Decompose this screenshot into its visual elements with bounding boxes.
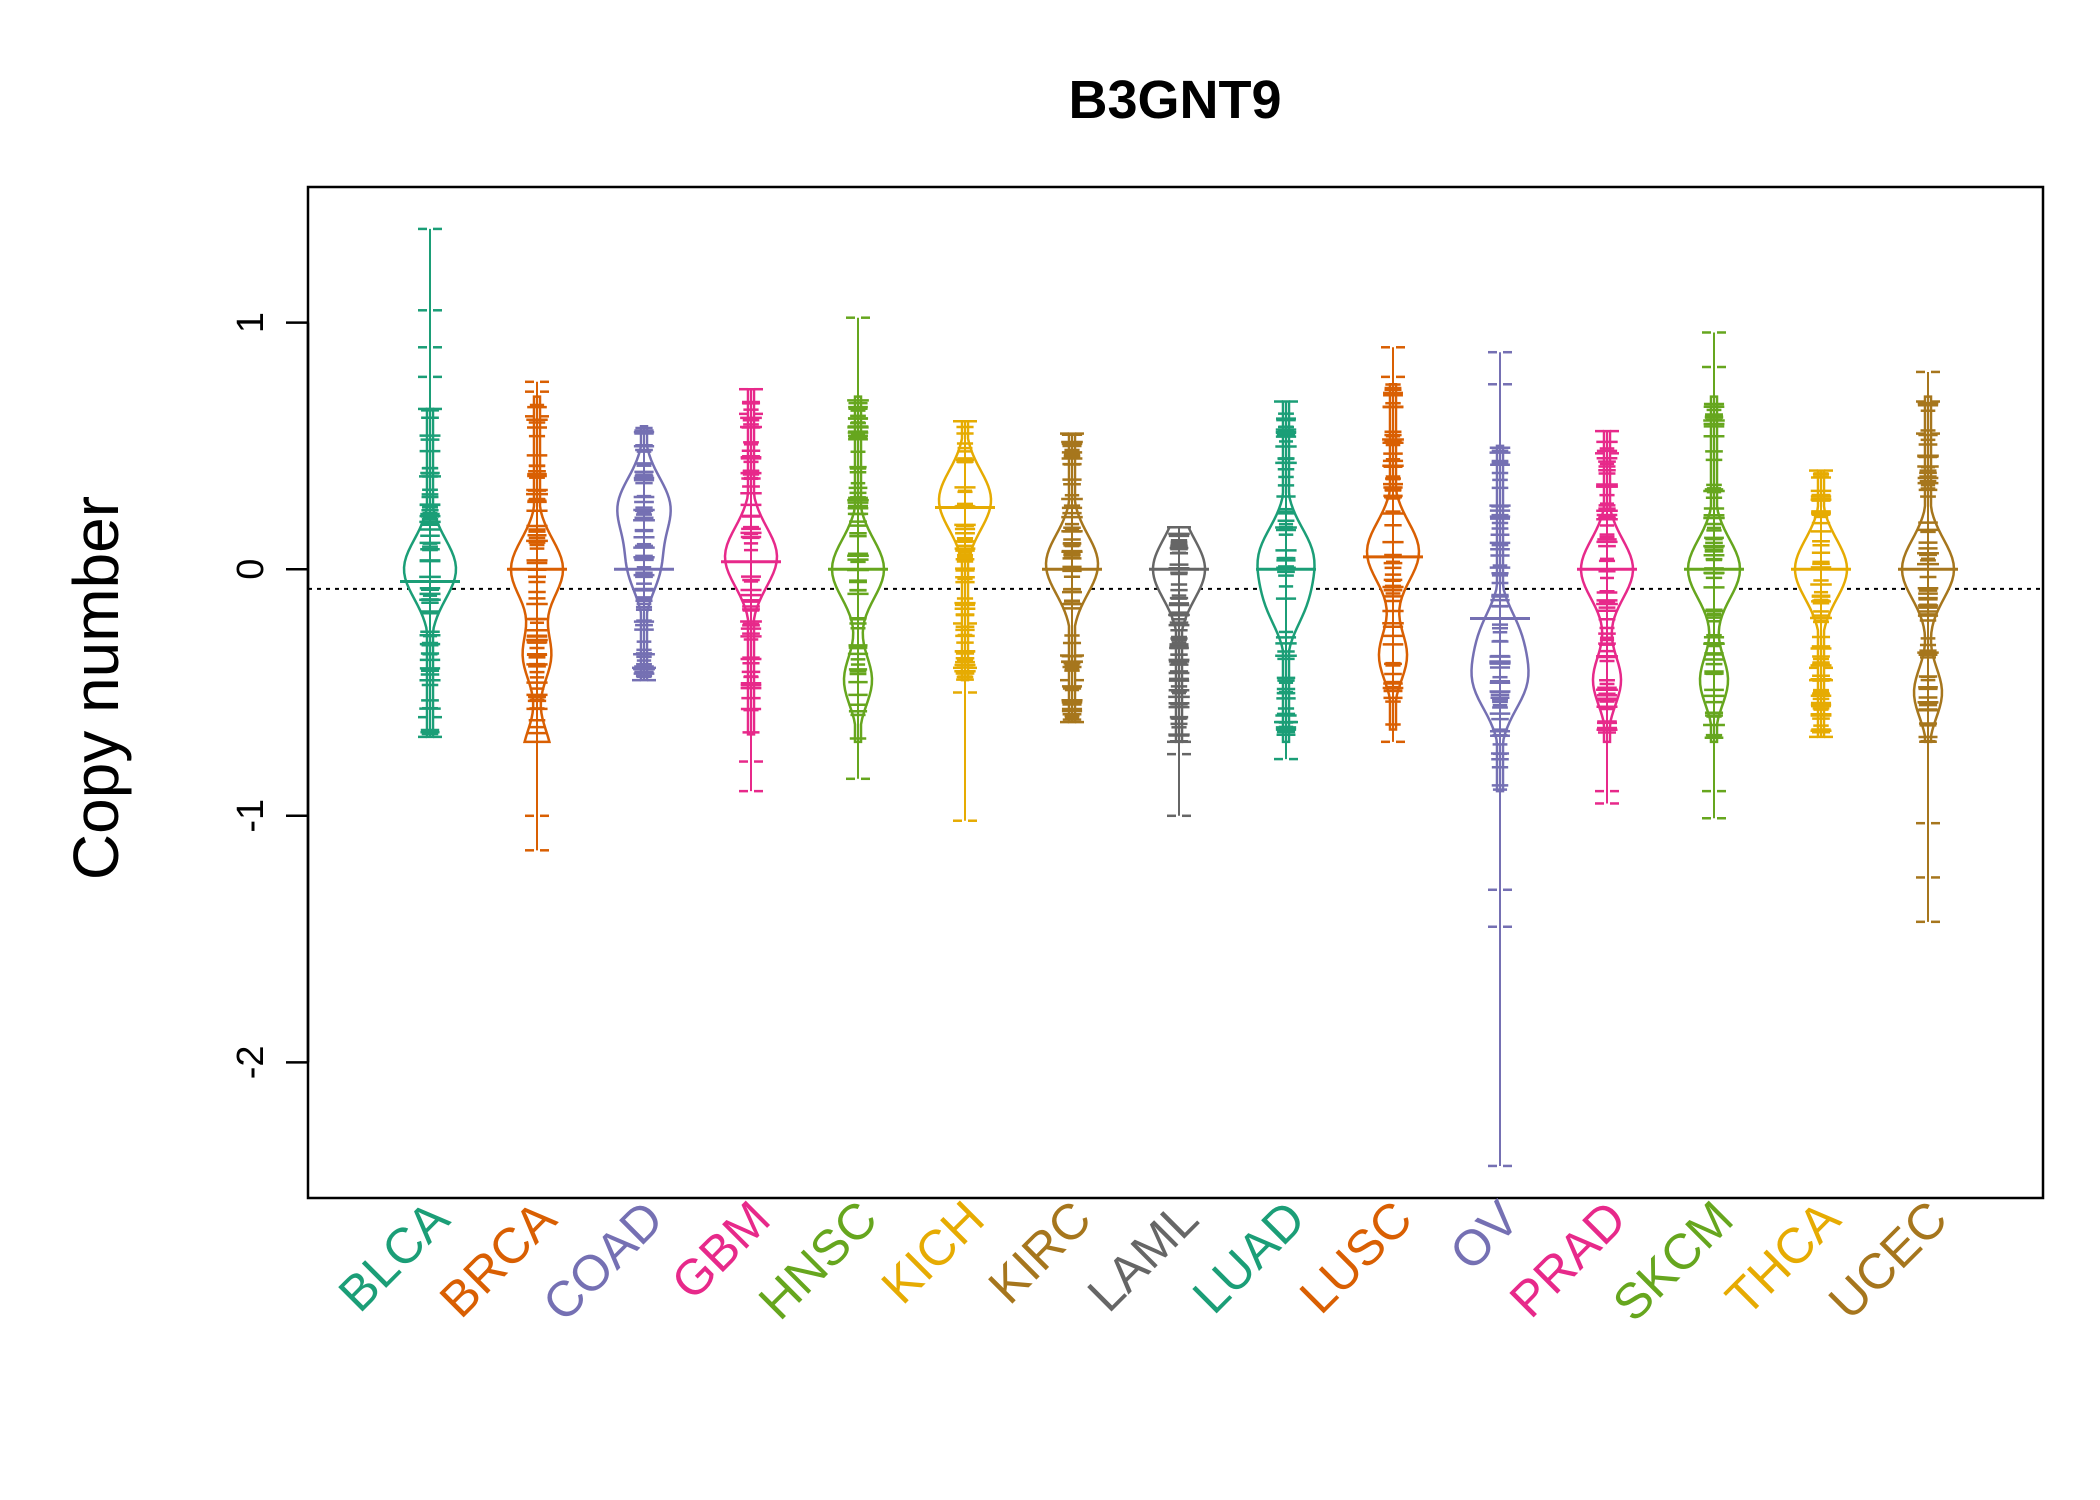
bean-luad bbox=[1256, 400, 1316, 761]
category-label: HNSC bbox=[748, 1190, 888, 1330]
bean-blca bbox=[400, 227, 460, 739]
category-label: KICH bbox=[871, 1190, 995, 1314]
bean-coad bbox=[614, 424, 674, 682]
y-tick-label: -1 bbox=[230, 799, 272, 833]
category-label: SKCM bbox=[1602, 1190, 1744, 1332]
plot-area bbox=[308, 227, 2043, 1168]
bean-thca bbox=[1791, 469, 1851, 739]
category-label: LAML bbox=[1077, 1190, 1209, 1322]
bean-skcm bbox=[1684, 331, 1744, 820]
bean-kirc bbox=[1042, 432, 1102, 724]
bean-ov bbox=[1470, 350, 1530, 1168]
y-tick-label: 1 bbox=[230, 312, 272, 333]
bean-kich bbox=[935, 420, 995, 822]
bean-lusc bbox=[1363, 346, 1423, 744]
category-label: UCEC bbox=[1818, 1190, 1958, 1330]
bean-brca bbox=[507, 380, 567, 852]
bean-ucec bbox=[1898, 370, 1958, 924]
y-axis: 1 0 -1 -2 bbox=[230, 312, 310, 1079]
bean-prad bbox=[1577, 429, 1637, 805]
category-label: BLCA bbox=[328, 1190, 460, 1322]
category-label: COAD bbox=[532, 1190, 674, 1332]
y-axis-label: Copy number bbox=[60, 496, 132, 880]
category-label: LUAD bbox=[1182, 1190, 1316, 1324]
chart-title: B3GNT9 bbox=[1068, 70, 1281, 130]
bean-gbm bbox=[721, 387, 781, 793]
category-label: KIRC bbox=[978, 1190, 1102, 1314]
category-label: OV bbox=[1439, 1190, 1530, 1281]
bean-laml bbox=[1149, 526, 1209, 818]
y-tick-label: -2 bbox=[230, 1045, 272, 1079]
category-label: LUSC bbox=[1289, 1190, 1423, 1324]
y-tick-label: 0 bbox=[230, 559, 272, 580]
category-label: THCA bbox=[1715, 1190, 1851, 1326]
bean-hnsc bbox=[828, 316, 888, 781]
